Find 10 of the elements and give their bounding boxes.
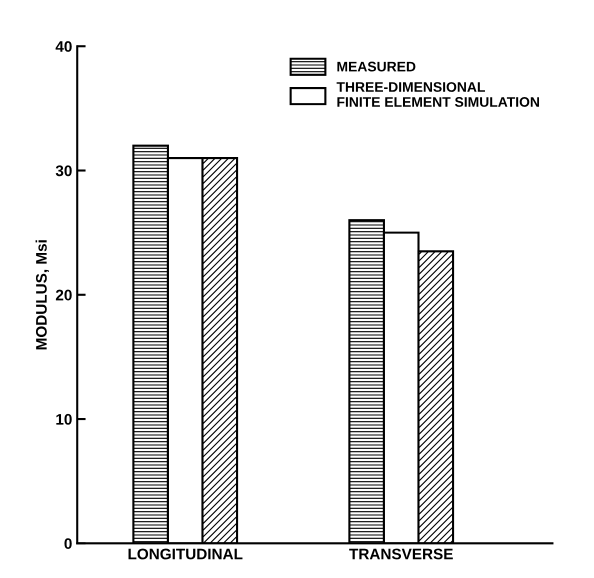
y-axis-title: MODULUS, Msi bbox=[36, 240, 50, 350]
x-tick-label: LONGITUDINAL bbox=[128, 548, 242, 560]
y-tick-label: 0 bbox=[64, 538, 72, 550]
y-tick-label: 30 bbox=[56, 165, 72, 176]
y-tick-label: 40 bbox=[56, 41, 72, 52]
legend-label: MEASURED bbox=[337, 62, 416, 72]
y-tick-label: 20 bbox=[56, 290, 72, 300]
legend-label: THREE-DIMENSIONAL FINITE ELEMENT SIMULATION bbox=[336, 82, 539, 107]
x-tick-label: TRANSVERSE bbox=[349, 548, 453, 560]
y-tick-label: 10 bbox=[56, 414, 72, 425]
